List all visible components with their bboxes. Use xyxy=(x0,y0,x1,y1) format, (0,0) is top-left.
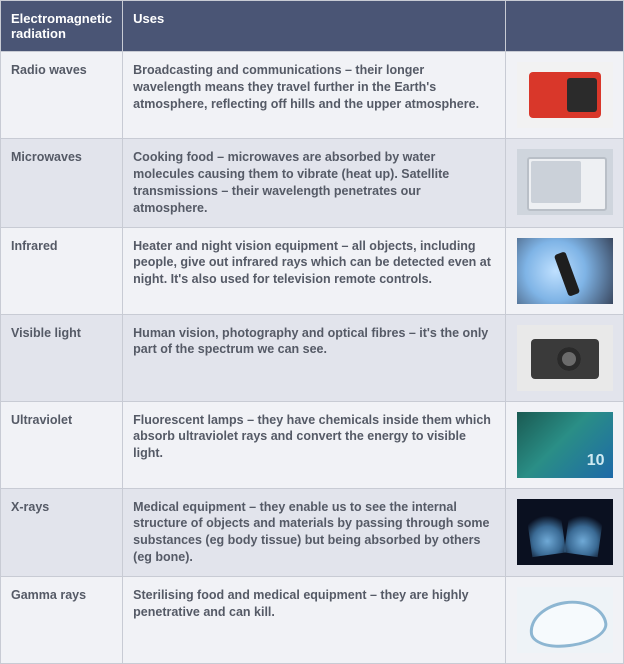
header-image xyxy=(506,1,624,52)
radiation-name: Microwaves xyxy=(1,139,123,228)
radiation-name: Ultraviolet xyxy=(1,401,123,488)
table-row: Radio waves Broadcasting and communicati… xyxy=(1,52,624,139)
table-header-row: Electromagnetic radiation Uses xyxy=(1,1,624,52)
radiation-uses: Human vision, photography and optical fi… xyxy=(123,314,506,401)
radiation-name: Visible light xyxy=(1,314,123,401)
em-radiation-table: Electromagnetic radiation Uses Radio wav… xyxy=(0,0,624,664)
radiation-uses: Medical equipment – they enable us to se… xyxy=(123,488,506,577)
camera-icon xyxy=(517,325,613,391)
radiation-image-cell xyxy=(506,488,624,577)
table-row: X-rays Medical equipment – they enable u… xyxy=(1,488,624,577)
radiation-image-cell xyxy=(506,139,624,228)
kidney-dish-icon xyxy=(517,587,613,653)
microwave-icon xyxy=(517,149,613,215)
radio-icon xyxy=(517,62,613,128)
remote-icon xyxy=(517,238,613,304)
radiation-name: Radio waves xyxy=(1,52,123,139)
banknote-uv-icon xyxy=(517,412,613,478)
radiation-image-cell xyxy=(506,577,624,664)
radiation-name: Gamma rays xyxy=(1,577,123,664)
radiation-uses: Heater and night vision equipment – all … xyxy=(123,227,506,314)
radiation-image-cell xyxy=(506,52,624,139)
radiation-uses: Broadcasting and communications – their … xyxy=(123,52,506,139)
radiation-image-cell xyxy=(506,401,624,488)
radiation-uses: Fluorescent lamps – they have chemicals … xyxy=(123,401,506,488)
radiation-image-cell xyxy=(506,314,624,401)
table-row: Ultraviolet Fluorescent lamps – they hav… xyxy=(1,401,624,488)
header-radiation: Electromagnetic radiation xyxy=(1,1,123,52)
radiation-image-cell xyxy=(506,227,624,314)
table-row: Infrared Heater and night vision equipme… xyxy=(1,227,624,314)
xray-hands-icon xyxy=(517,499,613,565)
radiation-uses: Cooking food – microwaves are absorbed b… xyxy=(123,139,506,228)
table-row: Visible light Human vision, photography … xyxy=(1,314,624,401)
radiation-name: X-rays xyxy=(1,488,123,577)
table-row: Microwaves Cooking food – microwaves are… xyxy=(1,139,624,228)
radiation-uses: Sterilising food and medical equipment –… xyxy=(123,577,506,664)
table-row: Gamma rays Sterilising food and medical … xyxy=(1,577,624,664)
header-uses: Uses xyxy=(123,1,506,52)
radiation-name: Infrared xyxy=(1,227,123,314)
